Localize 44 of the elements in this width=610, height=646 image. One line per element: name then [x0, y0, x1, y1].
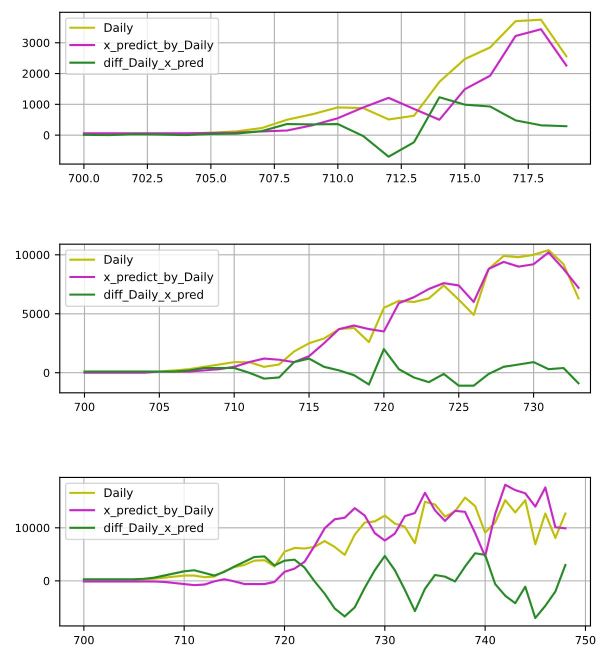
x-tick-label: 712.5 — [386, 174, 416, 182]
x-tick-label: 715.0 — [450, 174, 480, 182]
x-tick-label: 725 — [449, 402, 468, 412]
y-tick-label: 3000 — [22, 38, 50, 48]
y-tick-label: 5000 — [22, 310, 50, 318]
legend-label: diff_Daily_x_pred — [104, 58, 203, 70]
line-series — [83, 251, 580, 374]
line-series — [82, 552, 566, 620]
x-tick-label: 700 — [74, 402, 94, 412]
legend-label: x_predict_by_Daily — [104, 272, 214, 284]
x-tick-label: 730 — [375, 636, 395, 644]
y-tick-label: 2000 — [22, 70, 50, 78]
x-tick-label: 700 — [74, 636, 94, 644]
x-tick-label: 710.0 — [322, 174, 353, 182]
x-tick-label: 720 — [274, 636, 294, 644]
x-tick-label: 750 — [576, 636, 596, 644]
legend-label: diff_Daily_x_pred — [104, 523, 203, 535]
y-tick-label: 1000 — [23, 100, 50, 109]
x-tick-label: 715 — [299, 402, 319, 412]
legend-label: Daily — [104, 254, 133, 266]
legend-label: Daily — [104, 488, 133, 500]
y-tick-label: 10000 — [16, 250, 50, 260]
y-tick-label: 0 — [44, 576, 50, 586]
y-tick-label: 0 — [44, 368, 50, 378]
x-tick-label: 710 — [224, 402, 244, 412]
legend-label: diff_Daily_x_pred — [104, 290, 203, 302]
legend-label: x_predict_by_Daily — [104, 40, 214, 52]
x-tick-label: 710 — [174, 636, 194, 644]
x-tick-label: 705.0 — [196, 174, 226, 182]
x-tick-label: 717.5 — [513, 174, 544, 182]
y-tick-label: 10000 — [16, 524, 50, 532]
legend-label: Daily — [104, 22, 133, 34]
x-tick-label: 730 — [524, 402, 544, 412]
legend-label: x_predict_by_Daily — [104, 505, 214, 518]
x-tick-label: 720 — [374, 402, 394, 412]
x-tick-label: 702.5 — [132, 174, 162, 182]
line-series — [83, 348, 580, 387]
x-tick-label: 705 — [150, 402, 169, 412]
line-series — [82, 96, 568, 158]
x-tick-label: 707.5 — [259, 174, 290, 182]
x-tick-label: 740 — [475, 636, 496, 644]
line-series — [82, 484, 566, 586]
y-tick-label: 0 — [44, 131, 50, 140]
x-tick-label: 700.0 — [68, 174, 100, 182]
